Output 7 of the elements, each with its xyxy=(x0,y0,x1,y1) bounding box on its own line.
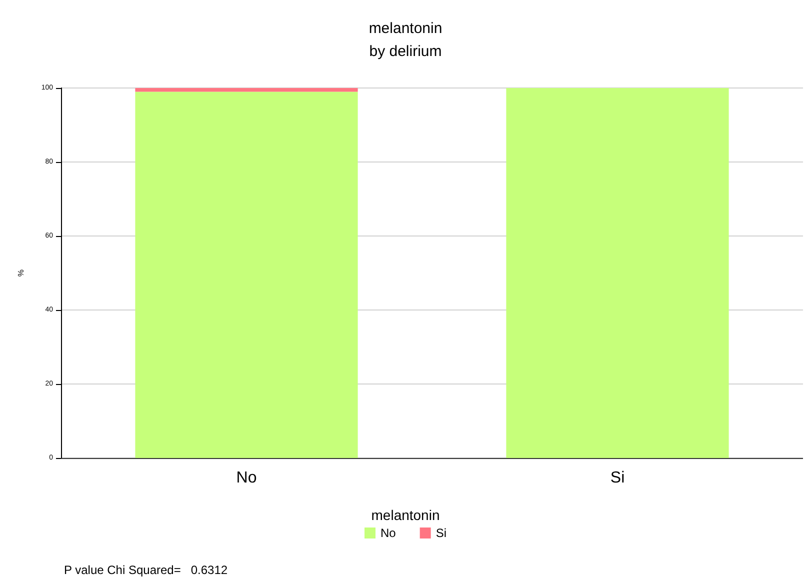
legend-title: melantonin xyxy=(371,507,440,523)
legend-label: No xyxy=(380,526,396,540)
legend-label: Si xyxy=(436,526,447,540)
text: P value Chi Squared= 0.6312 xyxy=(64,563,228,577)
chart-title: melantonin xyxy=(368,20,442,37)
chart-subtitle: by delirium xyxy=(369,43,442,60)
y-axis-title: % xyxy=(16,269,26,277)
